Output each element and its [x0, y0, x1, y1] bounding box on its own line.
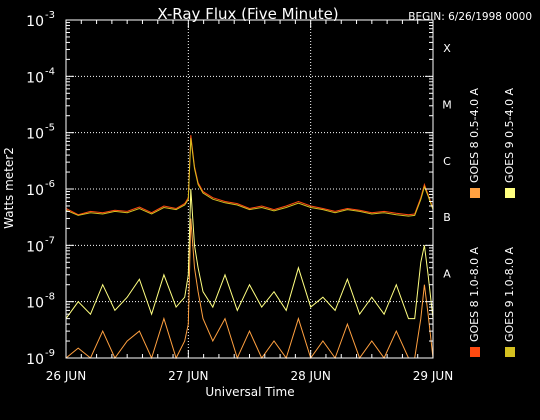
legend-entry: GOES 8 1.0-8.0 A: [468, 246, 481, 357]
legend-label: GOES 8 1.0-8.0 A: [468, 246, 481, 342]
y-tick-base: 10: [26, 14, 44, 30]
series-line-2: [65, 218, 434, 360]
series-lines: [65, 135, 434, 360]
y-tick-label: 10 -5: [26, 123, 55, 143]
y-tick-base: 10: [26, 70, 44, 86]
flare-class-C: C: [443, 155, 451, 168]
plot-axes: [65, 19, 434, 359]
y-tick-exponent: -8: [45, 292, 55, 303]
flare-class-B: B: [443, 211, 451, 224]
legend-label: GOES 8 0.5-4.0 A: [468, 87, 481, 183]
legend-swatch: [470, 188, 480, 198]
flare-class-M: M: [442, 99, 452, 112]
y-tick-exponent: -3: [45, 10, 55, 21]
y-tick-base: 10: [26, 127, 44, 143]
y-tick-exponent: -5: [45, 123, 55, 134]
y-axis-label: Watts meter2: [2, 147, 16, 229]
legend-label: GOES 9 0.5-4.0 A: [503, 87, 516, 183]
x-tick-label: 26 JUN: [46, 369, 86, 383]
legend-entry: GOES 9 1.0-8.0 A: [503, 246, 516, 357]
y-tick-label: 10 -9: [26, 348, 55, 368]
legend-entry: GOES 8 0.5-4.0 A: [468, 87, 481, 198]
flare-class-labels: A B C M X: [442, 42, 452, 280]
y-tick-base: 10: [26, 352, 44, 368]
legend-swatch: [505, 188, 515, 198]
series-line-1: [65, 135, 434, 216]
y-tick-exponent: -6: [45, 179, 55, 190]
y-tick-label: 10 -4: [26, 66, 55, 86]
legend-swatch: [505, 347, 515, 357]
y-tick-base: 10: [26, 296, 44, 312]
chart-title: X-Ray Flux (Five Minute): [157, 5, 338, 23]
legend-entry: GOES 9 0.5-4.0 A: [503, 87, 516, 198]
legend-swatch: [470, 347, 480, 357]
x-tick-label: 27 JUN: [168, 369, 208, 383]
x-tick-label: 28 JUN: [290, 369, 330, 383]
y-tick-exponent: -4: [45, 66, 55, 77]
flare-class-X: X: [443, 42, 451, 55]
legend-label: GOES 9 1.0-8.0 A: [503, 246, 516, 342]
series-line-3: [65, 138, 434, 217]
begin-date-label: BEGIN: 6/26/1998 0000: [408, 11, 532, 23]
y-tick-labels: 10-910-810-710-610-510-410-3: [26, 10, 55, 368]
y-tick-label: 10 -8: [26, 292, 55, 312]
y-tick-base: 10: [26, 239, 44, 255]
y-tick-label: 10 -3: [26, 10, 55, 30]
flare-class-A: A: [443, 268, 451, 281]
x-tick-labels: 26 JUN 27 JUN 28 JUN 29 JUN: [46, 369, 453, 383]
y-tick-exponent: -7: [45, 235, 55, 246]
y-tick-label: 10 -7: [26, 235, 55, 255]
y-tick-label: 10 -6: [26, 179, 55, 199]
series-line-4: [65, 188, 434, 320]
x-tick-label: 29 JUN: [413, 369, 453, 383]
y-tick-exponent: -9: [45, 348, 55, 359]
y-tick-base: 10: [26, 183, 44, 199]
x-axis-label: Universal Time: [205, 385, 294, 399]
legend: GOES 8 1.0-8.0 A GOES 8 0.5-4.0 A GOES 9 1…: [468, 87, 516, 357]
